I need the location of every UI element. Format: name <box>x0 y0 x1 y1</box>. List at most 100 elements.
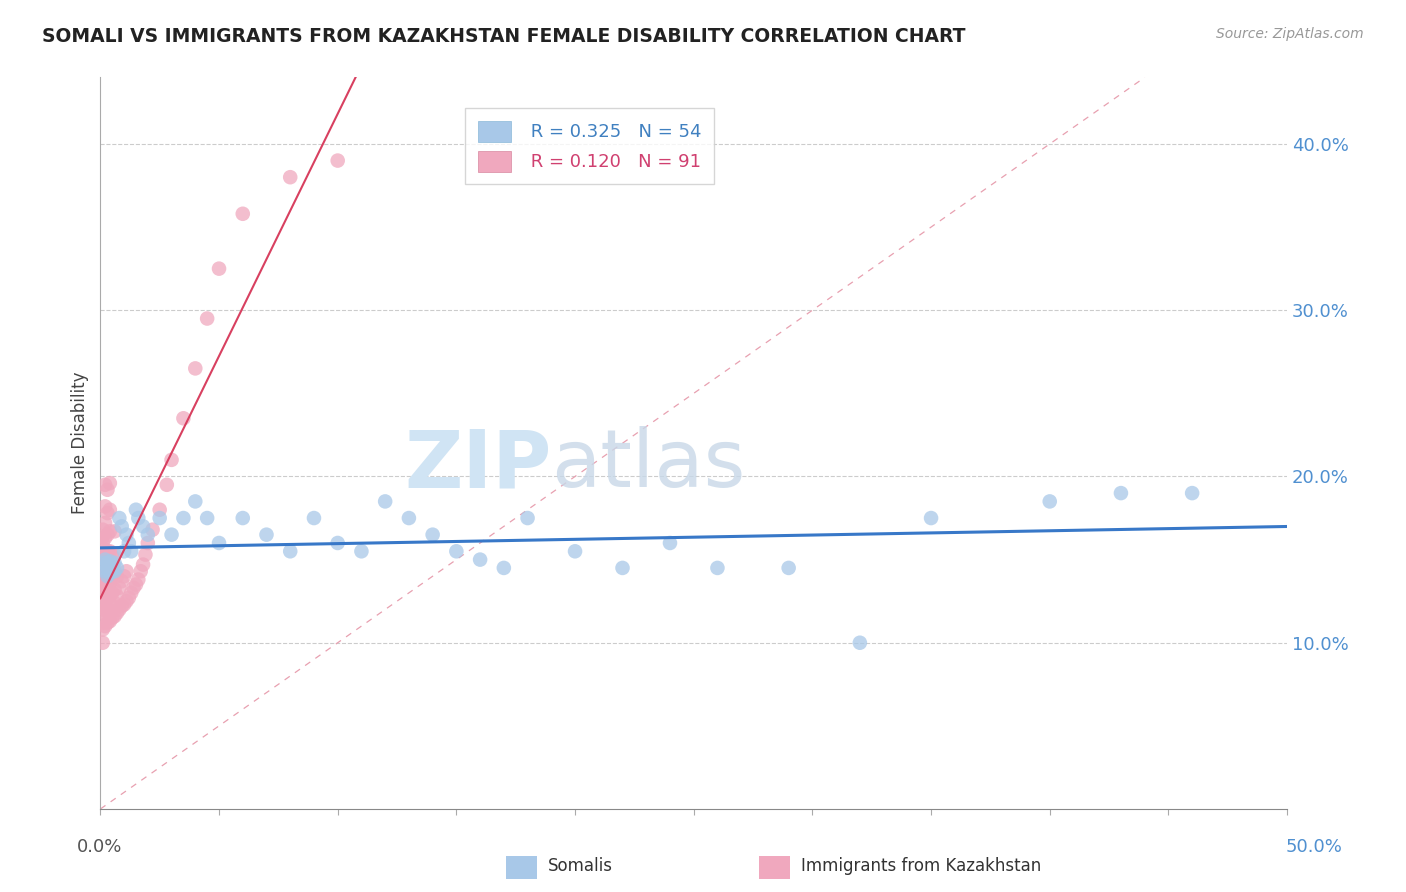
Text: Immigrants from Kazakhstan: Immigrants from Kazakhstan <box>801 857 1042 875</box>
Point <box>659 536 682 550</box>
Point <box>516 511 538 525</box>
Point <box>115 594 138 608</box>
Point <box>1109 486 1132 500</box>
Point <box>920 511 942 525</box>
Point <box>94 544 117 558</box>
Point <box>91 523 114 537</box>
Point <box>398 511 420 525</box>
Point <box>208 261 231 276</box>
Point <box>1181 486 1204 500</box>
Point <box>94 569 117 583</box>
Point <box>350 544 373 558</box>
Point <box>96 506 118 520</box>
Point <box>104 566 127 580</box>
Point <box>778 561 800 575</box>
Point <box>94 531 117 545</box>
Point <box>108 581 131 595</box>
Point <box>91 602 114 616</box>
Point <box>104 609 127 624</box>
Point <box>125 502 148 516</box>
Point <box>127 511 149 525</box>
Point <box>112 598 135 612</box>
Point <box>134 548 156 562</box>
Point <box>111 599 134 614</box>
Point <box>326 153 349 168</box>
Point <box>120 586 142 600</box>
Point <box>98 559 121 574</box>
Point <box>172 411 194 425</box>
Point <box>98 589 121 603</box>
Point <box>118 536 141 550</box>
Point <box>98 524 121 539</box>
Point <box>849 636 872 650</box>
Point <box>132 519 155 533</box>
Point <box>104 524 127 539</box>
Point <box>125 577 148 591</box>
Point <box>111 574 134 589</box>
Point <box>98 544 121 558</box>
Point <box>564 544 586 558</box>
Point <box>112 569 135 583</box>
Point <box>105 569 128 583</box>
Point <box>94 477 117 491</box>
Point <box>96 544 118 558</box>
Point <box>96 602 118 616</box>
Point <box>118 591 141 605</box>
Point <box>94 500 117 514</box>
Legend:  R = 0.325   N = 54,  R = 0.120   N = 91: R = 0.325 N = 54, R = 0.120 N = 91 <box>465 109 714 185</box>
Point <box>101 586 124 600</box>
Point <box>91 615 114 630</box>
Point <box>94 516 117 530</box>
Point <box>374 494 396 508</box>
Point <box>127 573 149 587</box>
Point <box>91 556 114 570</box>
Point <box>111 519 134 533</box>
Point <box>105 589 128 603</box>
Point <box>108 602 131 616</box>
Point <box>91 561 114 575</box>
Point <box>232 511 254 525</box>
Point <box>91 564 114 578</box>
Point <box>1039 494 1062 508</box>
Text: atlas: atlas <box>551 426 745 504</box>
Point <box>302 511 325 525</box>
Point <box>94 564 117 578</box>
Point <box>98 561 121 575</box>
Point <box>94 589 117 603</box>
Point <box>104 548 127 562</box>
Point <box>94 619 117 633</box>
Text: ZIP: ZIP <box>404 426 551 504</box>
Text: 0.0%: 0.0% <box>77 838 122 856</box>
Point <box>132 558 155 572</box>
Point <box>101 599 124 614</box>
Point <box>91 636 114 650</box>
Point <box>94 552 117 566</box>
Point <box>91 575 114 590</box>
Point <box>101 611 124 625</box>
Point <box>91 586 114 600</box>
Point <box>91 529 114 543</box>
Point <box>96 589 118 603</box>
Point <box>160 453 183 467</box>
Point <box>98 566 121 580</box>
Point <box>98 476 121 491</box>
Point <box>115 564 138 578</box>
Point <box>108 511 131 525</box>
Point <box>96 575 118 590</box>
Point <box>136 527 159 541</box>
Point <box>98 502 121 516</box>
Point <box>91 552 114 566</box>
Point <box>129 564 152 578</box>
Point <box>184 494 207 508</box>
Point <box>101 558 124 572</box>
Point <box>278 170 301 185</box>
Point <box>98 614 121 628</box>
Point <box>91 558 114 572</box>
Point <box>232 207 254 221</box>
Point <box>101 569 124 583</box>
Point <box>195 311 218 326</box>
Point <box>91 536 114 550</box>
Point <box>149 511 172 525</box>
Point <box>120 544 142 558</box>
Point <box>91 548 114 562</box>
